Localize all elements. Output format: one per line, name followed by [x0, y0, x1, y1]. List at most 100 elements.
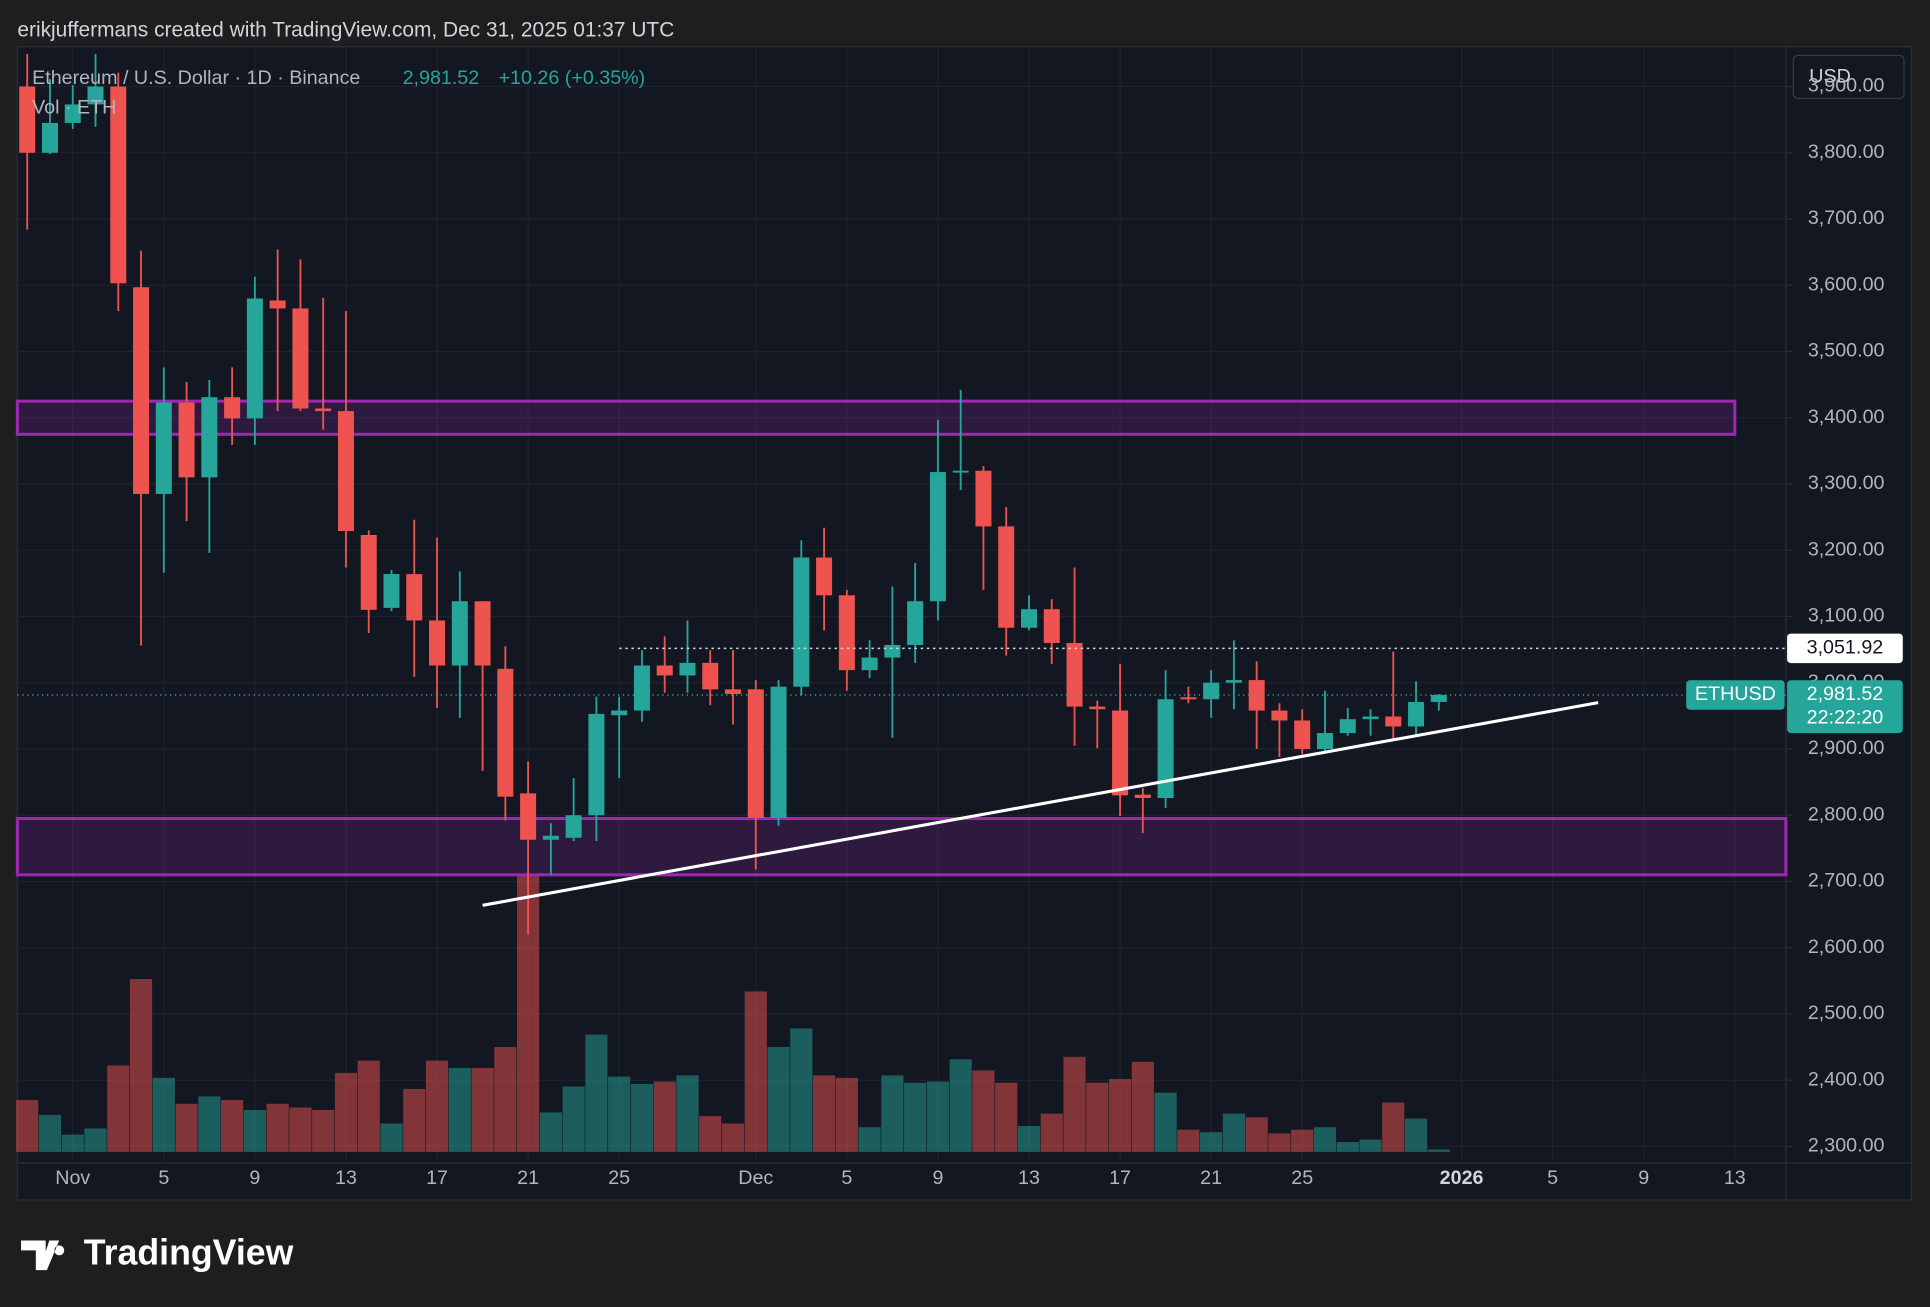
y-tick-label: 2,700.00	[1808, 870, 1885, 892]
candle-body	[588, 713, 605, 816]
candle-body	[497, 668, 514, 797]
marker-label-box	[1787, 633, 1903, 664]
volume-bar	[881, 1075, 904, 1152]
volume-bar	[1245, 1117, 1268, 1152]
candle-body	[451, 601, 468, 666]
volume-bar	[1040, 1113, 1063, 1152]
volume-bar	[995, 1082, 1018, 1152]
volume-bar	[380, 1123, 403, 1152]
volume-bar	[904, 1082, 927, 1152]
candle-body	[656, 665, 673, 676]
volume-bar	[471, 1067, 494, 1152]
y-tick-label: 2,300.00	[1808, 1135, 1885, 1157]
volume-bar	[517, 875, 540, 1152]
volume-bar	[949, 1059, 972, 1152]
candle-body	[64, 104, 81, 123]
volume-bar	[1427, 1149, 1450, 1152]
volume-bar	[926, 1081, 950, 1152]
volume-bar	[562, 1086, 585, 1152]
symbol-tag: ETHUSD	[1695, 683, 1776, 705]
candle-body	[429, 620, 446, 666]
y-tick-label: 2,500.00	[1808, 1002, 1885, 1024]
volume-bar	[767, 1046, 790, 1152]
volume-bar	[608, 1076, 631, 1152]
candle-body	[952, 470, 969, 473]
candle-body	[1362, 716, 1379, 720]
candle-body	[292, 308, 309, 409]
volume-bar	[1063, 1056, 1086, 1152]
candle-body	[1134, 794, 1151, 798]
volume-bar	[312, 1109, 335, 1152]
volume-bar	[858, 1127, 881, 1152]
volume-bar	[84, 1128, 107, 1152]
y-tick-label: 3,600.00	[1808, 273, 1885, 295]
volume-bar	[539, 1112, 562, 1152]
volume-bar	[1382, 1102, 1405, 1152]
candle-body	[1294, 720, 1311, 749]
candle-body	[133, 287, 150, 494]
y-tick-label: 2,600.00	[1808, 936, 1885, 958]
candle-body	[337, 411, 354, 532]
volume-bar	[425, 1060, 449, 1152]
volume-bar	[1131, 1061, 1154, 1152]
currency-label[interactable]: USD	[1809, 66, 1851, 88]
x-tick-label: 21	[517, 1167, 539, 1189]
candle-body	[360, 534, 377, 610]
volume-bar	[129, 979, 153, 1152]
x-tick-label: 25	[608, 1167, 630, 1189]
y-tick-label: 3,200.00	[1808, 538, 1885, 560]
candle-body	[1020, 609, 1037, 628]
volume-bar	[334, 1072, 358, 1152]
volume-bar	[790, 1028, 813, 1152]
candle-body	[542, 835, 559, 840]
volume-bar	[813, 1075, 836, 1152]
volume-bar	[61, 1134, 84, 1152]
candle-body	[770, 686, 787, 818]
volume-bar	[1404, 1118, 1428, 1152]
candle-body	[565, 815, 582, 838]
x-tick-label: 9	[249, 1167, 260, 1189]
candle-body	[1430, 694, 1447, 702]
candle-body	[793, 557, 810, 687]
volume-bar	[1177, 1129, 1200, 1152]
candle-body	[816, 557, 833, 596]
candle-body	[907, 601, 924, 645]
zone	[15, 816, 1788, 877]
volume-bar	[16, 1100, 39, 1152]
volume-bar	[175, 1103, 198, 1152]
last-price-box	[1787, 680, 1903, 734]
volume-bar	[494, 1046, 517, 1152]
last-price-label: 2,981.52	[1807, 683, 1884, 705]
x-tick-label: 9	[1638, 1167, 1649, 1189]
volume-bar	[721, 1123, 745, 1152]
candle-body	[1385, 716, 1402, 727]
candle-body	[110, 86, 127, 284]
zone	[15, 399, 1737, 436]
volume-bar	[1200, 1132, 1223, 1152]
volume-bar	[744, 991, 767, 1152]
x-tick-label: 13	[335, 1167, 357, 1189]
candle-body	[246, 298, 263, 419]
candle-body	[1089, 706, 1106, 710]
candle-body	[929, 472, 946, 602]
x-tick-label: 17	[426, 1167, 448, 1189]
currency-button[interactable]	[1792, 54, 1905, 100]
brand-name: TradingView	[84, 1233, 294, 1273]
volume-bar	[107, 1065, 130, 1152]
x-tick-label: 5	[841, 1167, 852, 1189]
x-tick-label: Nov	[55, 1167, 90, 1189]
volume-bar	[1222, 1113, 1245, 1152]
header-change: +10.26 (+0.35%)	[499, 67, 646, 89]
volume-bar	[1154, 1092, 1177, 1152]
candle-body	[702, 662, 719, 690]
candle-body	[1180, 697, 1197, 700]
candle-body	[1203, 682, 1220, 700]
candle-body	[747, 689, 764, 818]
candle-body	[224, 397, 241, 419]
volume-bar	[289, 1107, 312, 1152]
volume-bar	[585, 1034, 608, 1152]
x-tick-label: 17	[1109, 1167, 1131, 1189]
volume-bar	[448, 1067, 471, 1152]
y-tick-label: 2,900.00	[1808, 737, 1885, 759]
y-tick-label: 3,900.00	[1808, 75, 1885, 97]
